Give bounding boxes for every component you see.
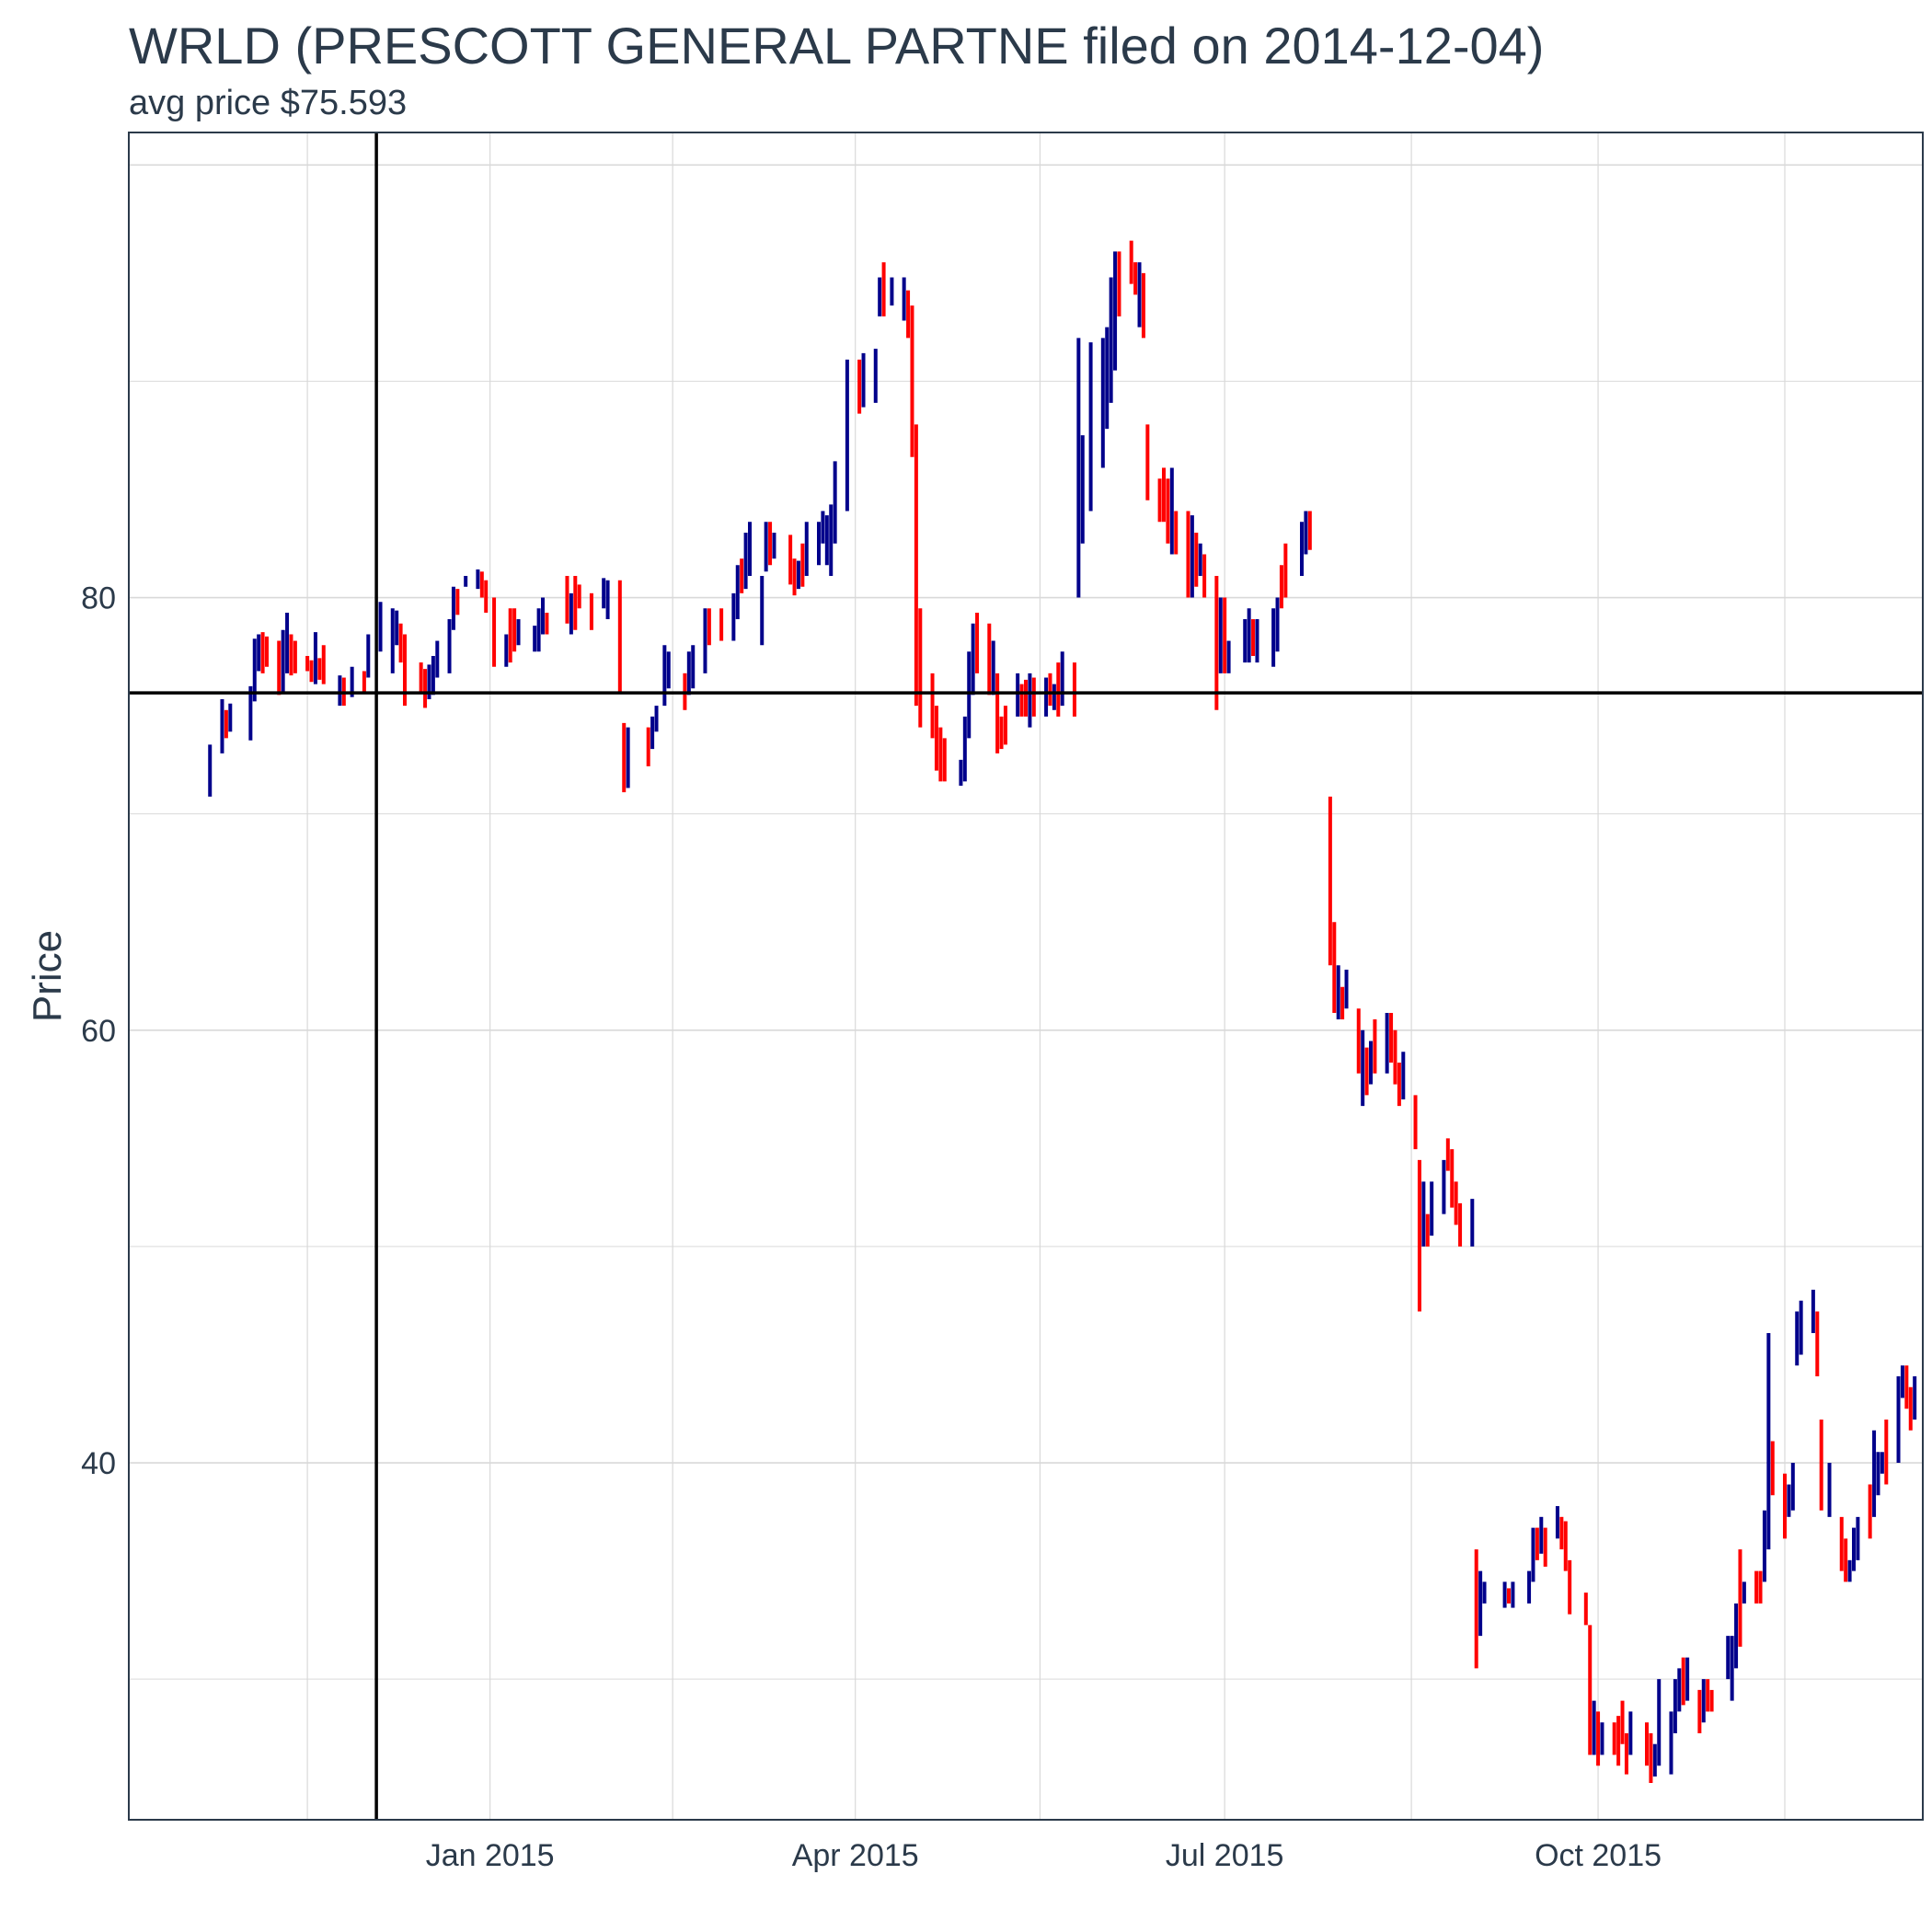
y-tick-label: 60 <box>81 1014 116 1049</box>
x-tick-label: Apr 2015 <box>792 1838 919 1873</box>
axis-labels: 40 60 80 Jan 2015 Apr 2015 Jul 2015 Oct 2015 <box>81 581 1662 1873</box>
plot-frame <box>128 132 1924 1821</box>
x-tick-label: Jan 2015 <box>426 1838 555 1873</box>
y-tick-label: 80 <box>81 581 116 616</box>
reference-lines <box>129 132 1923 1820</box>
y-axis-title: Price <box>25 930 70 1022</box>
chart-subtitle: avg price $75.593 <box>129 84 408 122</box>
x-tick-label: Oct 2015 <box>1535 1838 1662 1873</box>
chart-title: WRLD (PRESCOTT GENERAL PARTNE filed on 2… <box>129 17 1545 75</box>
x-tick-label: Jul 2015 <box>1166 1838 1284 1873</box>
price-bars <box>208 240 1917 1784</box>
grid-lines <box>129 132 1923 1820</box>
y-tick-label: 40 <box>81 1446 116 1481</box>
